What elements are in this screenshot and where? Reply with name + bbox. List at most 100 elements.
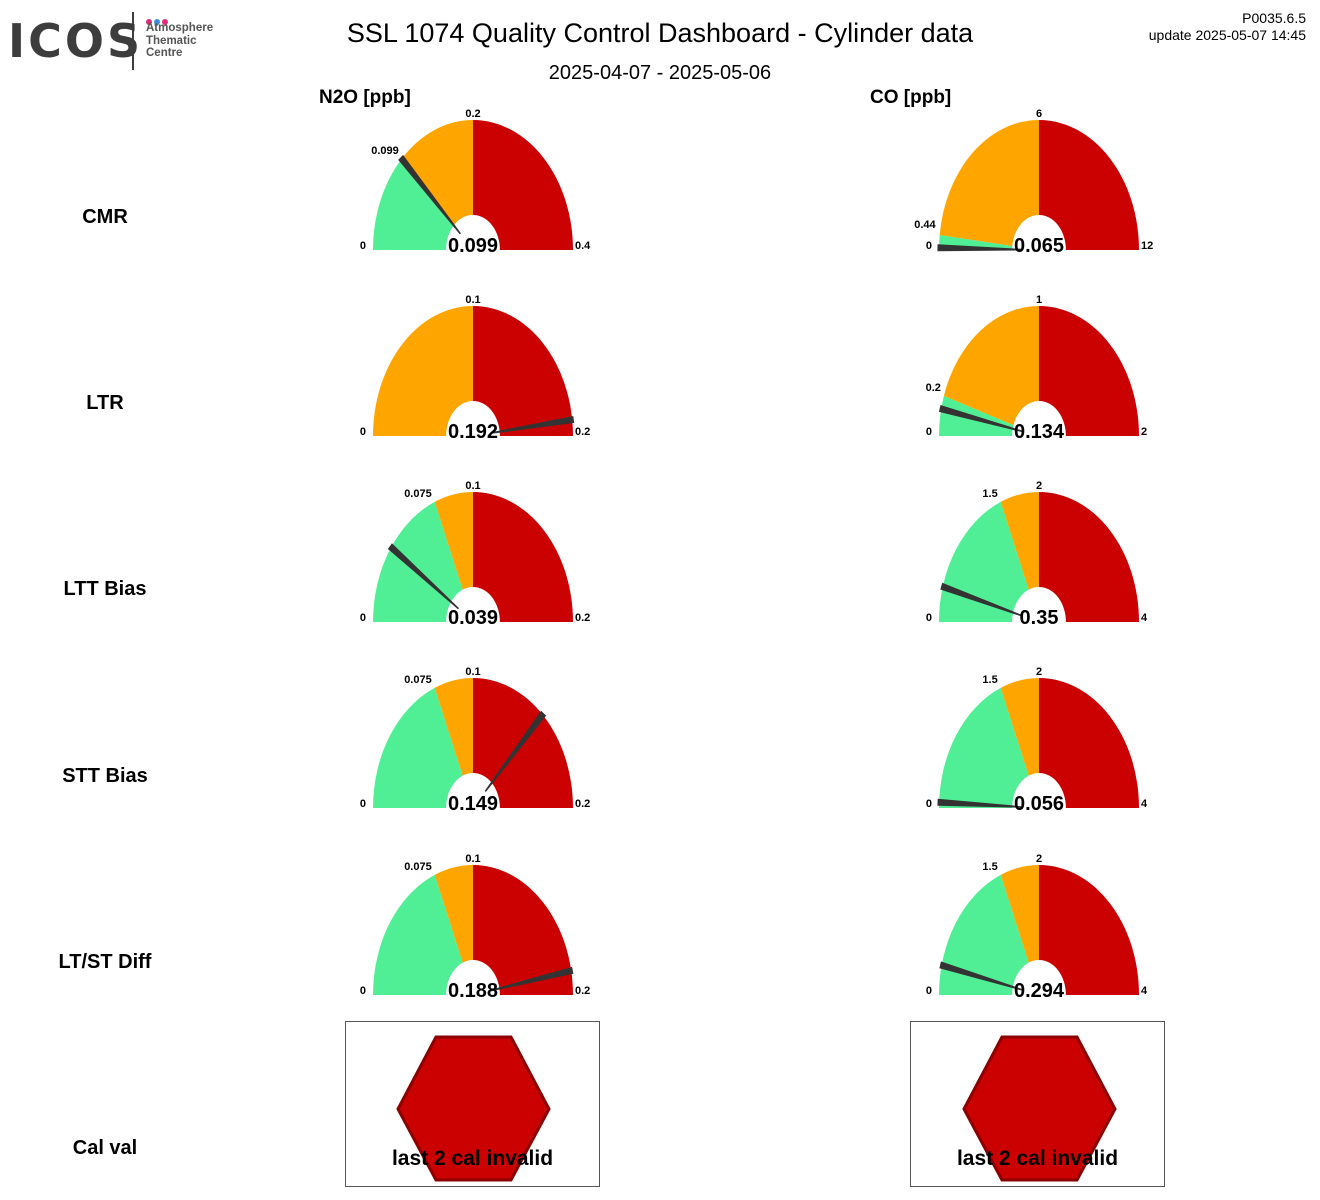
gauge-red-band <box>1039 120 1139 250</box>
gauge-needle <box>398 154 461 235</box>
logo-dot <box>154 19 160 25</box>
gauge-value-label: 0.099 <box>448 235 498 257</box>
gauge-tick-label: 0 <box>360 798 366 810</box>
gauge-tick-label: 4 <box>1141 612 1148 624</box>
logo-dots <box>146 12 170 30</box>
gauge-tick-label: 0.075 <box>404 674 432 686</box>
gauge-needle <box>938 404 1022 432</box>
gauge-orange-band <box>434 678 473 776</box>
column-header-n2o: N2O [ppb] <box>319 87 411 108</box>
gauge-value-label: 0.039 <box>448 607 498 629</box>
gauge-tick-label: 0.4 <box>575 240 591 252</box>
gauge-tick-label: 2 <box>1036 853 1042 865</box>
gauge-green-band <box>373 687 463 808</box>
gauge-green-band <box>373 158 454 250</box>
gauge-red-band <box>473 306 573 436</box>
gauge-needle <box>484 710 547 793</box>
update-timestamp: update 2025-05-07 14:45 <box>1148 27 1306 43</box>
status-hexagon <box>396 1035 551 1182</box>
cal-val-panel-n2o: last 2 cal invalid <box>345 1021 600 1187</box>
gauge-red-band <box>473 120 573 250</box>
gauge-red-band <box>1039 492 1139 622</box>
gauge-value-label: 0.134 <box>1014 421 1065 443</box>
gauge-orange-band <box>943 306 1039 426</box>
logo-dot <box>162 19 168 25</box>
gauge-tick-label: 2 <box>1141 426 1147 438</box>
gauge-green-band <box>373 874 463 995</box>
gauge-needle <box>490 966 574 992</box>
gauge-tick-label: 1.5 <box>982 488 997 500</box>
gauge-ltt-bias-n2o: 0.039 0 0.2 0.1 0.075 <box>360 480 590 629</box>
version-label: P0035.6.5 <box>1242 10 1306 26</box>
gauge-tick-label: 1 <box>1036 294 1042 306</box>
gauge-orange-band <box>401 120 473 226</box>
gauge-tick-label: 0.1 <box>465 853 480 865</box>
gauge-orange-band <box>373 306 473 436</box>
logo-dot <box>146 19 152 25</box>
row-label-cmr: CMR <box>82 206 128 228</box>
gauge-needle <box>490 415 575 434</box>
gauge-red-band <box>473 865 573 995</box>
gauge-value-label: 0.149 <box>448 793 498 815</box>
gauge-tick-label: 1.5 <box>982 674 997 686</box>
gauge-tick-label: 0 <box>360 612 366 624</box>
gauge-green-band <box>939 687 1029 808</box>
gauge-ltr-n2o: 0.192 0 0.2 0.1 <box>360 294 590 443</box>
gauge-tick-label: 0 <box>926 240 932 252</box>
gauge-tick-label: 4 <box>1141 798 1148 810</box>
gauge-tick-label: 0.2 <box>575 426 590 438</box>
gauge-lt-st-diff-co: 0.294 0 4 2 1.5 <box>926 853 1148 1002</box>
gauge-cmr-n2o: 0.099 0 0.4 0.2 0.099 <box>360 108 591 257</box>
dashboard-title: SSL 1074 Quality Control Dashboard - Cyl… <box>346 18 974 48</box>
gauge-value-label: 0.294 <box>1014 980 1065 1002</box>
gauge-green-band <box>939 395 1014 436</box>
row-label-lt-st-diff: LT/ST Diff <box>58 951 152 973</box>
gauge-stt-bias-co: 0.056 0 4 2 1.5 <box>926 666 1148 815</box>
gauge-tick-label: 0.2 <box>575 612 590 624</box>
row-label-ltt-bias: LTT Bias <box>63 578 147 600</box>
gauge-orange-band <box>1000 678 1039 776</box>
gauge-tick-label: 0 <box>926 426 932 438</box>
gauge-tick-label: 0 <box>926 798 932 810</box>
gauge-orange-band <box>434 492 473 590</box>
gauge-needle <box>939 961 1022 991</box>
gauge-needle <box>940 582 1023 617</box>
gauge-value-label: 0.065 <box>1014 235 1064 257</box>
gauge-value-label: 0.056 <box>1014 793 1064 815</box>
status-hexagon <box>962 1035 1117 1182</box>
gauge-cmr-co: 0.065 0 12 6 0.44 <box>914 108 1153 257</box>
gauge-red-band <box>1039 865 1139 995</box>
gauge-value-label: 0.35 <box>1020 607 1059 629</box>
gauge-orange-band <box>1000 492 1039 590</box>
gauge-green-band <box>939 874 1029 995</box>
gauge-tick-label: 2 <box>1036 666 1042 678</box>
cal-val-status-co: last 2 cal invalid <box>956 1147 1119 1170</box>
gauge-tick-label: 0 <box>360 426 366 438</box>
row-label-stt-bias: STT Bias <box>62 765 148 787</box>
cal-val-status-n2o: last 2 cal invalid <box>391 1147 554 1170</box>
gauge-ltt-bias-co: 0.35 0 4 2 1.5 <box>926 480 1148 629</box>
gauge-tick-label: 0.44 <box>914 219 936 231</box>
gauge-tick-label: 0 <box>360 985 366 997</box>
gauge-orange-band <box>1000 865 1039 963</box>
gauge-needle <box>387 543 459 610</box>
row-label-ltr: LTR <box>86 392 124 414</box>
gauge-tick-label: 0.1 <box>465 666 480 678</box>
gauge-needle <box>937 798 1022 808</box>
gauge-tick-label: 6 <box>1036 108 1042 120</box>
gauge-lt-st-diff-n2o: 0.188 0 0.2 0.1 0.075 <box>360 853 590 1002</box>
gauge-red-band <box>473 492 573 622</box>
gauge-tick-label: 0.2 <box>575 798 590 810</box>
gauge-tick-label: 1.5 <box>982 861 997 873</box>
gauge-tick-label: 12 <box>1141 240 1153 252</box>
gauge-value-label: 0.192 <box>448 421 498 443</box>
gauge-orange-band <box>434 865 473 963</box>
gauge-tick-label: 0.099 <box>371 145 399 157</box>
gauge-tick-label: 0 <box>926 612 932 624</box>
gauge-tick-label: 0.075 <box>404 488 432 500</box>
gauge-value-label: 0.188 <box>448 980 498 1002</box>
gauge-tick-label: 0.1 <box>465 294 480 306</box>
gauge-red-band <box>1039 678 1139 808</box>
date-range: 2025-04-07 - 2025-05-06 <box>548 62 772 84</box>
status-hexagon-icon <box>962 1035 1117 1182</box>
